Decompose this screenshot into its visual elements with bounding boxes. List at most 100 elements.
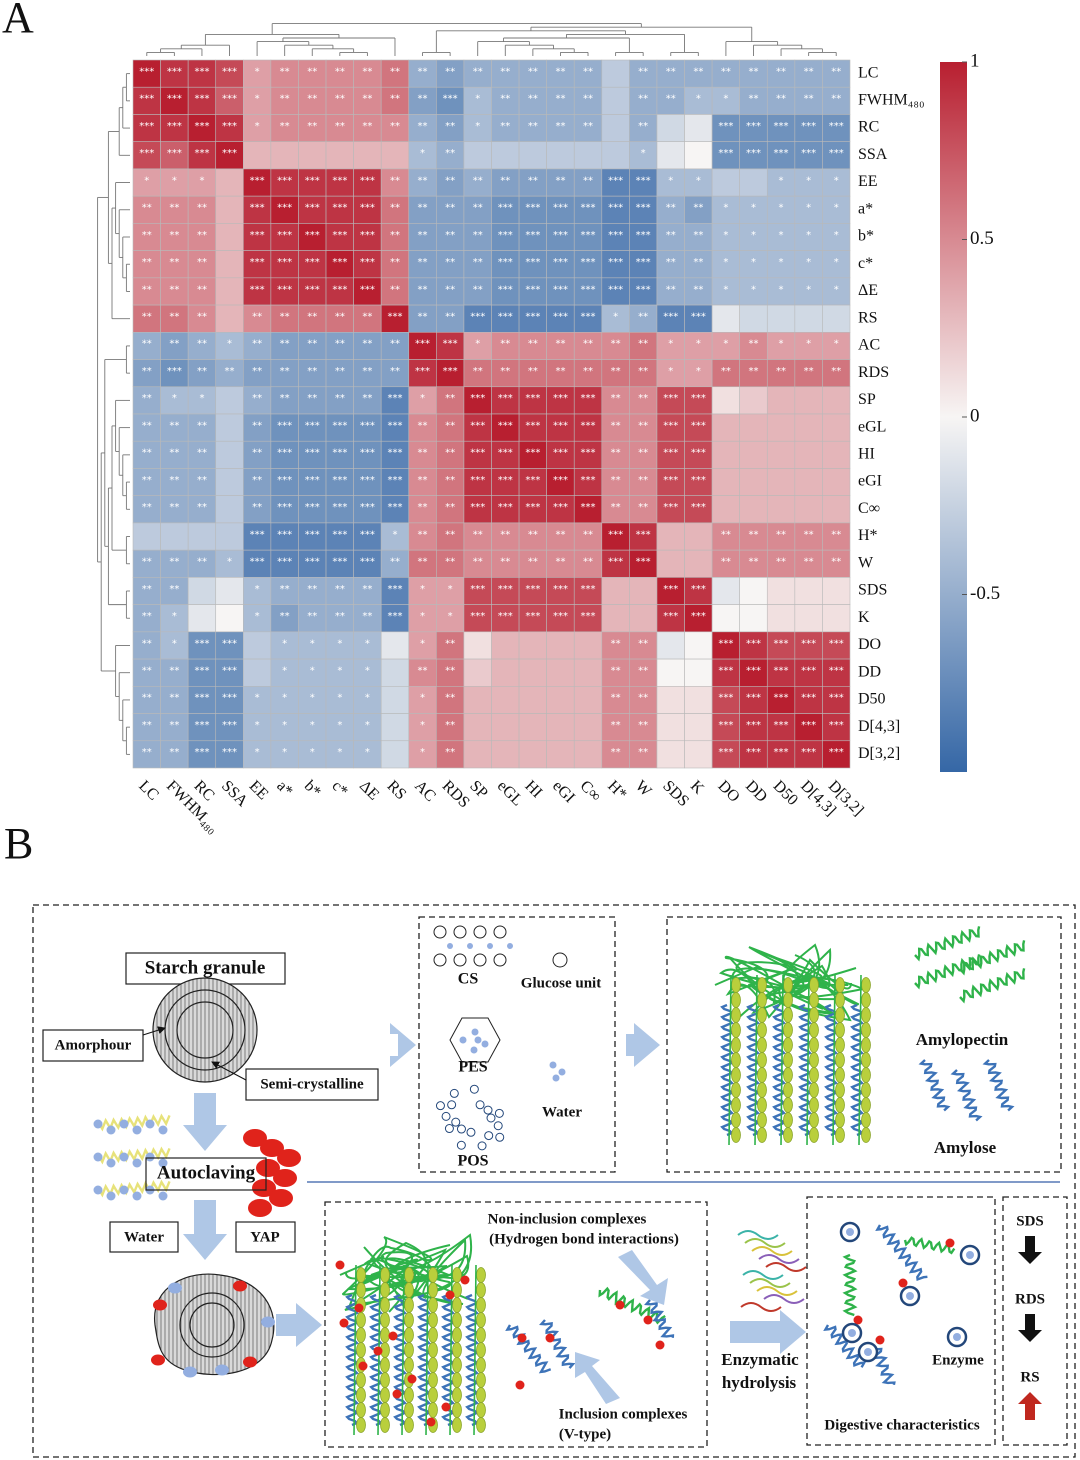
significance-label: **: [169, 448, 179, 459]
significance-label: ***: [608, 203, 623, 214]
row-label: DO: [858, 636, 881, 653]
significance-label: **: [611, 666, 621, 677]
heatmap-cell: [518, 686, 547, 714]
heatmap-cell: [243, 114, 272, 142]
heatmap-cell: [243, 631, 272, 660]
amylopectin-chain: [370, 1233, 473, 1294]
significance-label: ***: [525, 257, 540, 268]
significance-label: ***: [718, 666, 733, 677]
significance-label: **: [252, 448, 262, 459]
yap-molecule: [615, 1300, 625, 1310]
significance-label: ***: [774, 121, 789, 132]
significance-label: **: [445, 420, 455, 431]
significance-label: ***: [305, 529, 320, 540]
heatmap-cell: [187, 495, 217, 524]
heatmap-cell: [794, 495, 823, 524]
heatmap-cell: [822, 277, 851, 306]
significance-label: **: [831, 366, 841, 377]
helix: [417, 1293, 431, 1427]
significance-label: *: [337, 747, 342, 758]
significance-label: ***: [305, 475, 320, 486]
glucose-bead: [757, 1052, 767, 1068]
glucose-bead: [380, 1387, 390, 1403]
heatmap-cell: [573, 413, 603, 442]
significance-label: ***: [305, 284, 320, 295]
significance-label: **: [169, 257, 179, 268]
significance-label: ***: [222, 66, 237, 77]
heatmap-cell: [794, 740, 823, 769]
heatmap-cell: [573, 604, 603, 633]
glucose-unit: [494, 1108, 504, 1118]
column-label: a*: [273, 777, 296, 800]
heatmap-cell: [518, 277, 547, 306]
heatmap-cell: [518, 86, 547, 115]
significance-label: **: [500, 339, 510, 350]
heatmap-cell: [794, 168, 823, 197]
significance-label: **: [638, 502, 648, 513]
heatmap-cell: [160, 522, 189, 551]
yap-molecule: [233, 1280, 247, 1292]
significance-label: ***: [581, 284, 596, 295]
heatmap-cell: [546, 168, 575, 197]
glucose-bead: [428, 1327, 438, 1343]
heatmap-cell: [601, 332, 630, 360]
heatmap-cell: [573, 522, 603, 551]
heatmap-cell: [491, 604, 520, 633]
significance-label: ***: [608, 257, 623, 268]
heatmap-cell: [132, 59, 161, 88]
significance-label: **: [335, 366, 345, 377]
heatmap-cell: [353, 304, 382, 333]
water-molecule: [93, 1152, 103, 1162]
significance-label: ***: [553, 203, 568, 214]
heatmap-cell: [298, 440, 327, 469]
heatmap-cell: [160, 413, 189, 442]
inset-frame: [806, 1196, 996, 1446]
significance-label: **: [804, 94, 814, 105]
glucose-bead: [404, 1357, 414, 1373]
glucose-bead: [835, 1127, 845, 1143]
heatmap-cell: [629, 195, 658, 224]
significance-label: ***: [498, 502, 513, 513]
heatmap-cell: [601, 386, 630, 415]
significance-label: **: [666, 284, 676, 295]
significance-label: ***: [636, 230, 651, 241]
significance-label: **: [390, 339, 400, 350]
significance-label: ***: [470, 420, 485, 431]
heatmap-cell: [408, 304, 437, 333]
heatmap-cell: [243, 141, 272, 170]
heatmap-cell: [601, 168, 630, 197]
enzyme-core: [864, 1348, 872, 1356]
heatmap-cell: [380, 740, 410, 769]
heatmap-cell: [711, 577, 740, 605]
heatmap-cell: [243, 522, 272, 551]
significance-label: **: [666, 257, 676, 268]
significance-label: **: [638, 666, 648, 677]
heatmap-cell: [518, 522, 547, 551]
heatmap-cell: [436, 359, 465, 388]
glucose-bead: [861, 1037, 871, 1053]
heatmap-cell: [739, 413, 768, 442]
glucose-bead: [757, 992, 767, 1008]
significance-label: ***: [332, 257, 347, 268]
significance-label: ***: [553, 448, 568, 459]
significance-label: *: [310, 747, 315, 758]
significance-label: ***: [553, 584, 568, 595]
significance-label: **: [197, 339, 207, 350]
yap-molecule: [269, 1189, 293, 1207]
glucose-bead: [861, 1112, 871, 1128]
column-label: AC: [411, 777, 439, 805]
significance-label: **: [390, 284, 400, 295]
row-label: LC: [858, 64, 878, 81]
significance-label: ***: [387, 502, 402, 513]
heatmap-cell: [711, 713, 740, 742]
diagram-label: Semi-crystalline: [260, 1076, 364, 1092]
heatmap-cell: [215, 168, 244, 197]
significance-label: **: [280, 66, 290, 77]
significance-label: ***: [801, 121, 816, 132]
glucose-bead: [452, 1387, 462, 1403]
significance-label: **: [142, 366, 152, 377]
heatmap-cell: [629, 168, 658, 197]
heatmap-cell: [408, 250, 437, 279]
helix: [598, 1286, 666, 1325]
significance-label: ***: [387, 420, 402, 431]
